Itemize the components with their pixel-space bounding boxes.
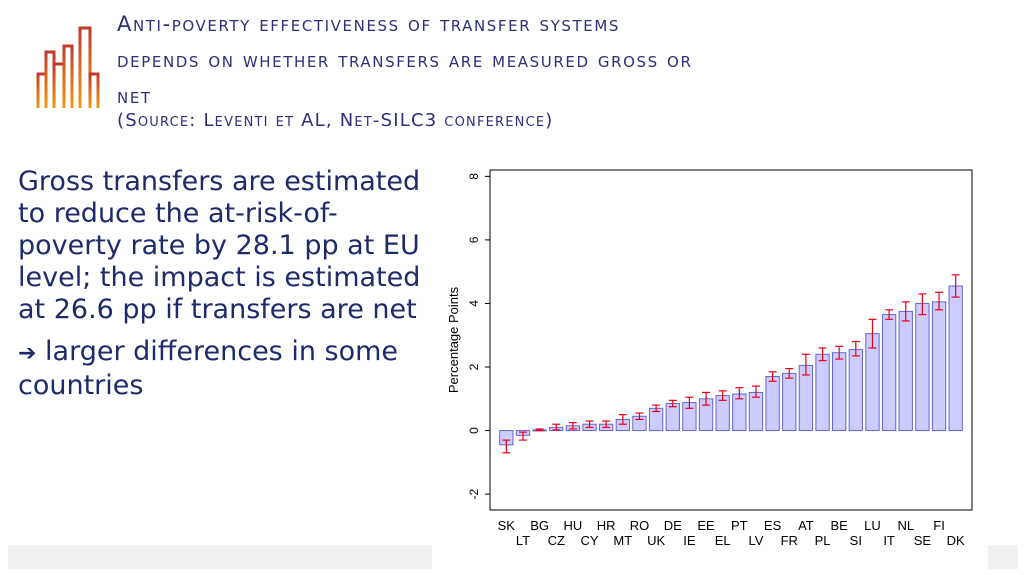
x-tick-label-IT: IT [883, 533, 895, 548]
x-tick-label-PL: PL [815, 533, 831, 548]
bar-PT [732, 393, 747, 432]
x-tick-label-EL: EL [715, 533, 731, 548]
x-tick-label-CY: CY [581, 533, 599, 548]
x-tick-label-HU: HU [564, 518, 583, 533]
x-tick-label-LV: LV [748, 533, 763, 548]
body-paragraph: Gross transfers are estimated to reduce … [18, 166, 421, 325]
bar-SI [848, 349, 863, 432]
y-tick-label: 8 [467, 173, 481, 180]
arrow-right-icon: ➔ [18, 341, 37, 366]
y-tick-label: 6 [467, 236, 481, 243]
x-tick-label-FR: FR [781, 533, 798, 548]
x-tick-label-EE: EE [697, 518, 715, 533]
x-tick-label-LT: LT [516, 533, 530, 548]
y-axis-label: Percentage Points [446, 286, 461, 393]
bar-SE [915, 302, 930, 432]
x-tick-label-DK: DK [947, 533, 965, 548]
body-text: Gross transfers are estimated to reduce … [18, 166, 428, 412]
x-tick-label-HR: HR [597, 518, 616, 533]
source-citation: (Source: Leventi et AL, Net-SILC3 confer… [117, 110, 554, 131]
x-tick-label-AT: AT [798, 518, 814, 533]
bar-FR [782, 372, 797, 432]
x-tick-label-UK: UK [647, 533, 665, 548]
x-tick-label-LU: LU [864, 518, 881, 533]
y-tick-label: 4 [467, 300, 481, 307]
bar-PL [815, 353, 830, 432]
y-tick-label: 2 [467, 363, 481, 370]
x-tick-label-BE: BE [831, 518, 849, 533]
body-bullet: ➔ larger differences in some countries [18, 336, 428, 402]
x-tick-label-SI: SI [850, 533, 862, 548]
slide-title: Anti-poverty effectiveness of transfer s… [117, 6, 997, 114]
x-tick-label-RO: RO [630, 518, 650, 533]
x-tick-label-PT: PT [731, 518, 748, 533]
y-tick-label: -2 [467, 488, 481, 499]
x-tick-label-FI: FI [933, 518, 945, 533]
bar-IT [881, 314, 897, 432]
logo [28, 24, 108, 114]
x-tick-label-ES: ES [764, 518, 782, 533]
x-tick-label-DE: DE [664, 518, 682, 533]
bar-DE [665, 403, 680, 432]
bar-BE [832, 352, 847, 432]
logo-bars-icon [36, 26, 100, 108]
x-tick-label-SE: SE [914, 533, 932, 548]
title-line-2: depends on whether transfers are measure… [117, 48, 693, 72]
title-line-1: Anti-poverty effectiveness of transfer s… [117, 12, 621, 36]
bar-ES [765, 376, 780, 432]
x-tick-label-MT: MT [613, 533, 632, 548]
bar-LV [748, 391, 764, 432]
x-tick-label-BG: BG [530, 518, 549, 533]
y-tick-label: 0 [467, 427, 481, 434]
bar-chart: -2 0 2 4 6 8 Percentage Points SKLTBGCZHUCYHRMT… [446, 169, 973, 548]
chart-panel: -2 0 2 4 6 8 Percentage Points SK LT BG CZ HU CY HR MT… [432, 160, 988, 572]
x-tick-label-CZ: CZ [548, 533, 565, 548]
title-line-3: net [117, 84, 152, 108]
bar-NL [898, 310, 913, 432]
bar-FI [931, 301, 947, 432]
x-tick-label-IE: IE [683, 533, 696, 548]
x-tick-label-NL: NL [897, 518, 914, 533]
x-tick-label-SK: SK [498, 518, 516, 533]
bar-DK [948, 285, 963, 432]
bullet-text: larger differences in some countries [18, 336, 399, 401]
